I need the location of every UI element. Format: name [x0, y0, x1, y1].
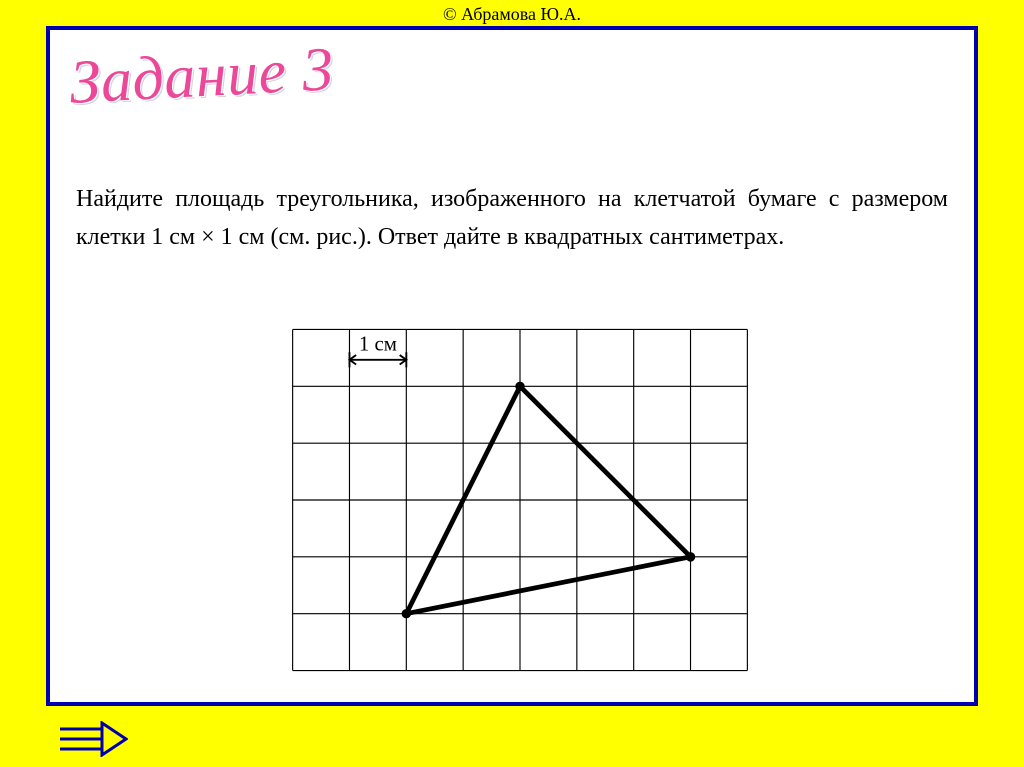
- next-arrow-icon[interactable]: [58, 721, 128, 757]
- slide-frame: Задание 3 Найдите площадь треугольника, …: [46, 26, 978, 706]
- svg-text:1 см: 1 см: [359, 331, 397, 355]
- task-title: Задание 3: [68, 34, 336, 119]
- triangle-diagram: 1 см: [240, 320, 800, 680]
- copyright-text: © Абрамова Ю.А.: [0, 0, 1024, 25]
- problem-text: Найдите площадь треугольника, изображенн…: [76, 180, 948, 257]
